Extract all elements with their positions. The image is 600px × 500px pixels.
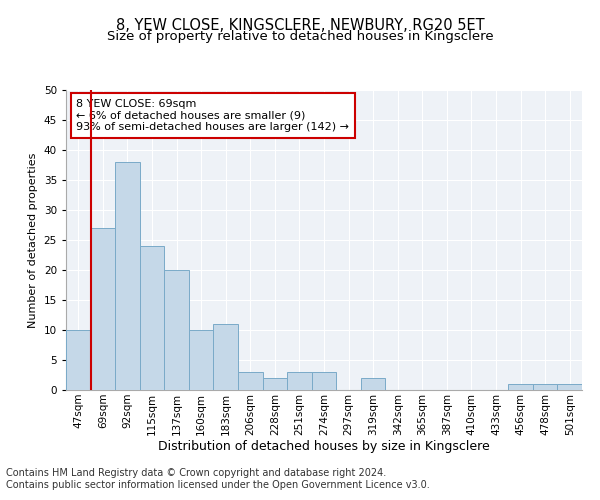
Bar bbox=[557, 384, 582, 390]
Text: 8, YEW CLOSE, KINGSCLERE, NEWBURY, RG20 5ET: 8, YEW CLOSE, KINGSCLERE, NEWBURY, RG20 … bbox=[116, 18, 484, 32]
Text: Contains HM Land Registry data © Crown copyright and database right 2024.: Contains HM Land Registry data © Crown c… bbox=[6, 468, 386, 477]
Bar bbox=[508, 384, 533, 390]
Bar bbox=[164, 270, 189, 390]
Bar bbox=[66, 330, 91, 390]
Y-axis label: Number of detached properties: Number of detached properties bbox=[28, 152, 38, 328]
Bar bbox=[189, 330, 214, 390]
Bar bbox=[91, 228, 115, 390]
Bar bbox=[533, 384, 557, 390]
Bar bbox=[263, 378, 287, 390]
Text: Size of property relative to detached houses in Kingsclere: Size of property relative to detached ho… bbox=[107, 30, 493, 43]
Bar bbox=[140, 246, 164, 390]
Bar bbox=[238, 372, 263, 390]
Bar bbox=[312, 372, 336, 390]
Text: 8 YEW CLOSE: 69sqm
← 6% of detached houses are smaller (9)
93% of semi-detached : 8 YEW CLOSE: 69sqm ← 6% of detached hous… bbox=[76, 99, 349, 132]
Text: Contains public sector information licensed under the Open Government Licence v3: Contains public sector information licen… bbox=[6, 480, 430, 490]
X-axis label: Distribution of detached houses by size in Kingsclere: Distribution of detached houses by size … bbox=[158, 440, 490, 454]
Bar bbox=[287, 372, 312, 390]
Bar bbox=[214, 324, 238, 390]
Bar bbox=[115, 162, 140, 390]
Bar bbox=[361, 378, 385, 390]
